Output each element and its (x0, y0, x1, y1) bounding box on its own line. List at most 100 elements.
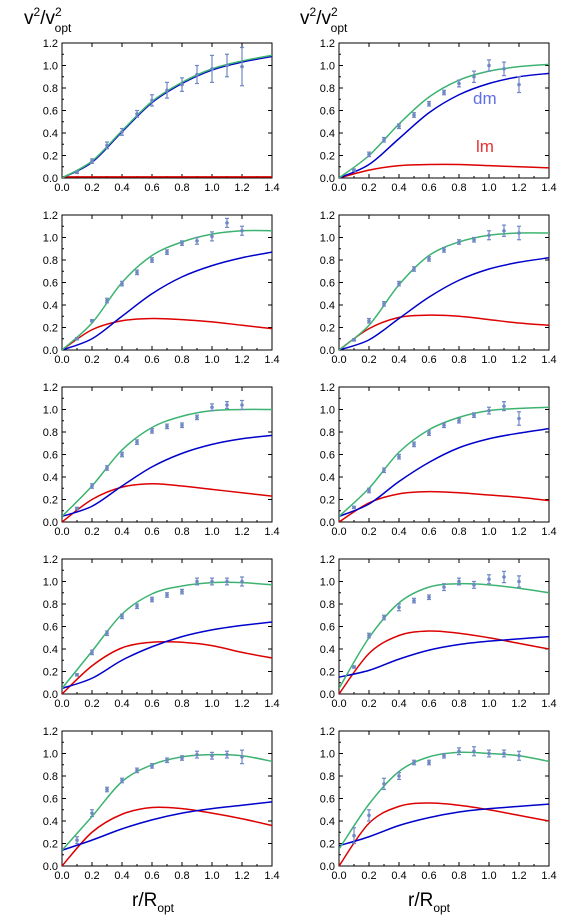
y-tick-label: 0.2 (320, 151, 335, 163)
data-point (195, 236, 199, 245)
data-marker (367, 152, 371, 157)
x-tick-label: 1.0 (204, 698, 219, 710)
data-point (457, 417, 461, 424)
x-tick-label: 1.4 (541, 870, 556, 882)
plot-frame (61, 730, 273, 867)
data-point (382, 301, 386, 307)
x-tick-label: 1.2 (511, 870, 526, 882)
ylabel-left-sub: opt (55, 21, 72, 35)
data-point (240, 46, 244, 87)
x-tick-label: 1.4 (264, 354, 279, 366)
data-marker (472, 413, 476, 417)
data-point (195, 577, 199, 586)
data-marker (180, 589, 184, 594)
data-marker (517, 231, 521, 235)
y-tick-label: 0.2 (43, 495, 58, 507)
y-tick-label: 0.2 (320, 839, 335, 851)
chart-panel-row3-right: 0.0 0.2 0.4 0.6 0.8 1.0 1.2 0.0 0.2 0.4 0.6 0.8 1.0 1… (320, 382, 557, 538)
data-point (75, 836, 79, 845)
data-point (240, 576, 244, 587)
data-point (502, 570, 506, 584)
data-marker (180, 82, 184, 87)
x-tick-label: 0.6 (421, 354, 436, 366)
y-tick-label: 0.8 (43, 599, 58, 611)
chart-panel-row1-right: 0.0 0.2 0.4 0.6 0.8 1.0 1.2 0.0 0.2 0.4 0.6 0.8 1.0 1… (320, 38, 557, 194)
series-line-lm (339, 802, 549, 866)
data-point (382, 467, 386, 474)
series-line-lm (62, 482, 272, 522)
y-tick-label: 0.4 (320, 128, 335, 140)
data-marker (442, 90, 446, 95)
data-point (240, 749, 244, 765)
data-marker (457, 418, 461, 423)
data-point (412, 441, 416, 448)
data-marker (412, 267, 416, 271)
data-marker (412, 598, 416, 603)
data-point (442, 89, 446, 96)
plot-frame (61, 558, 273, 695)
data-point (352, 168, 356, 172)
data-marker (367, 318, 371, 323)
data-point (397, 603, 401, 612)
data-point (135, 439, 139, 445)
data-point (382, 614, 386, 621)
x-tick-label: 1.0 (481, 354, 496, 366)
y-tick-label: 0.6 (43, 622, 58, 634)
data-point (180, 755, 184, 761)
data-marker (502, 404, 506, 408)
ylabel-right-sup2: 2 (331, 5, 338, 19)
y-tick-label: 0.8 (43, 255, 58, 267)
data-point (105, 297, 109, 304)
data-point (90, 158, 94, 164)
chart-panel-row5-left: 0.0 0.2 0.4 0.6 0.8 1.0 1.2 0.0 0.2 0.4 0.6 0.8 1.0 1… (43, 726, 280, 882)
y-tick-label: 1.0 (320, 61, 335, 73)
data-point (150, 94, 154, 107)
data-point (150, 428, 154, 434)
series-line-lm (339, 163, 549, 178)
y-tick-label: 1.2 (320, 38, 335, 50)
chart-panel-row1-left: 0.0 0.2 0.4 0.6 0.8 1.0 1.2 0.0 0.2 0.4 0.6 0.8 1.0 1… (43, 38, 280, 194)
xlabel-right-sub: opt (433, 901, 450, 915)
x-tick-label: 0.0 (331, 526, 346, 538)
x-tick-label: 1.4 (541, 354, 556, 366)
data-point (150, 763, 154, 769)
data-point (352, 827, 356, 845)
x-tick-label: 1.2 (234, 182, 249, 194)
data-marker (517, 579, 521, 584)
data-marker (225, 63, 229, 68)
data-marker (382, 468, 386, 473)
data-point (502, 61, 506, 77)
xlabel-right: r/Ropt (408, 890, 451, 915)
data-marker (135, 440, 139, 444)
data-point (442, 583, 446, 592)
data-point (90, 649, 94, 656)
data-point (105, 786, 109, 793)
data-marker (120, 778, 124, 783)
x-tick-label: 1.2 (511, 182, 526, 194)
data-marker (240, 403, 244, 407)
y-tick-label: 0.4 (320, 300, 335, 312)
y-tick-label: 0.6 (320, 106, 335, 118)
data-point (367, 809, 371, 822)
annotation-lm: lm (476, 137, 494, 156)
x-tick-label: 0.4 (114, 526, 129, 538)
x-tick-label: 0.0 (54, 870, 69, 882)
data-point (90, 318, 94, 323)
y-tick-label: 0.0 (43, 345, 58, 357)
data-point (367, 487, 371, 494)
y-tick-label: 0.0 (320, 517, 335, 529)
x-tick-label: 0.8 (451, 182, 466, 194)
data-marker (427, 257, 431, 261)
chart-panel-row2-right: 0.0 0.2 0.4 0.6 0.8 1.0 1.2 0.0 0.2 0.4 0.6 0.8 1.0 1… (320, 210, 557, 366)
data-marker (90, 318, 94, 323)
data-point (487, 59, 491, 72)
data-point (210, 751, 214, 760)
data-marker (457, 749, 461, 754)
x-tick-label: 0.8 (174, 182, 189, 194)
data-marker (165, 250, 169, 254)
data-marker (90, 650, 94, 655)
y-tick-label: 0.0 (43, 517, 58, 529)
chart-panel-row4-right: 0.0 0.2 0.4 0.6 0.8 1.0 1.2 0.0 0.2 0.4 0.6 0.8 1.0 1… (320, 554, 557, 710)
y-tick-label: 0.8 (320, 83, 335, 95)
data-marker (135, 112, 139, 116)
